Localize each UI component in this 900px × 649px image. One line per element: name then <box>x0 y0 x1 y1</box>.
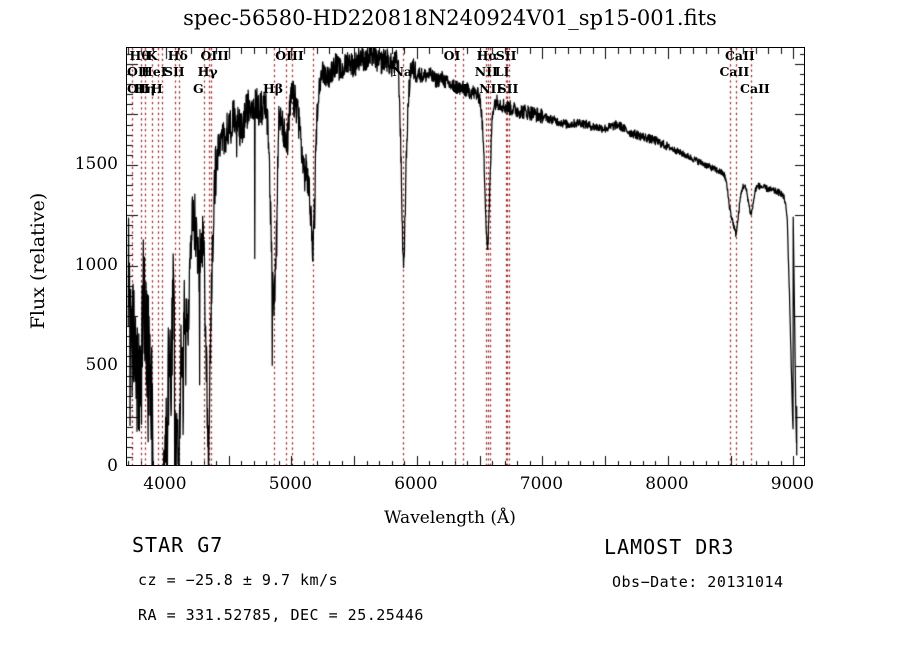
line-label-4: OIII <box>275 48 304 63</box>
line-label-12: Hγ <box>197 64 218 79</box>
y-tick-500: 500 <box>85 355 118 376</box>
line-label-21: Hβ <box>262 81 284 96</box>
coordinates: RA = 331.52785, DEC = 25.25446 <box>138 606 424 624</box>
line-label-19: H <box>150 81 163 96</box>
line-label-13: Na <box>392 64 413 79</box>
line-label-8: CaII <box>724 48 755 63</box>
line-label-2: Hδ <box>167 48 188 63</box>
line-label-11: SII <box>163 64 185 79</box>
x-tick-7000: 7000 <box>519 474 564 494</box>
object-class: STAR G7 <box>132 533 224 557</box>
y-tick-1000: 1000 <box>74 254 118 275</box>
line-label-7: SII <box>495 48 517 63</box>
y-tick-1500: 1500 <box>74 153 118 174</box>
line-label-10: HeI <box>140 64 167 79</box>
x-tick-6000: 6000 <box>394 474 438 494</box>
y-tick-0: 0 <box>107 456 118 476</box>
x-tick-9000: 9000 <box>770 474 815 494</box>
line-label-3: OIII <box>200 48 229 63</box>
x-tick-8000: 8000 <box>645 474 689 494</box>
line-label-0: Hθ <box>129 48 150 63</box>
line-label-25: CaII <box>740 81 770 96</box>
line-label-16: CaII <box>719 64 750 79</box>
x-tick-5000: 5000 <box>268 474 313 494</box>
line-label-6: Hα <box>476 48 499 63</box>
y-axis-label: Flux (relative) <box>27 192 49 330</box>
line-label-14: NII <box>474 64 498 79</box>
observation-date: Obs−Date: 20131014 <box>612 573 784 591</box>
line-label-18: Hη <box>134 81 156 96</box>
line-label-23: NII <box>479 81 503 96</box>
redshift-velocity: cz = −25.8 ± 9.7 km/s <box>138 571 339 589</box>
survey-name: LAMOST DR3 <box>604 535 735 559</box>
line-label-1: K <box>146 48 158 63</box>
line-label-17: OII <box>127 81 150 96</box>
line-label-20: G <box>193 81 204 96</box>
x-axis-label: Wavelength (Å) <box>384 508 516 528</box>
line-label-24: SII <box>497 81 519 96</box>
spectrum-canvas <box>127 48 804 465</box>
line-label-15: LI <box>494 64 510 79</box>
line-label-9: OII <box>127 64 150 79</box>
line-label-5: OI <box>443 48 461 63</box>
plot-area: Hθ K Hδ OIII OIII OI Hα SII CaII OII HeI SII Hγ Na NII… <box>126 47 805 466</box>
x-tick-4000: 4000 <box>143 474 187 494</box>
page-title: spec-56580-HD220818N240924V01_sp15-001.f… <box>183 6 717 30</box>
line-label-22: OI <box>451 81 469 96</box>
